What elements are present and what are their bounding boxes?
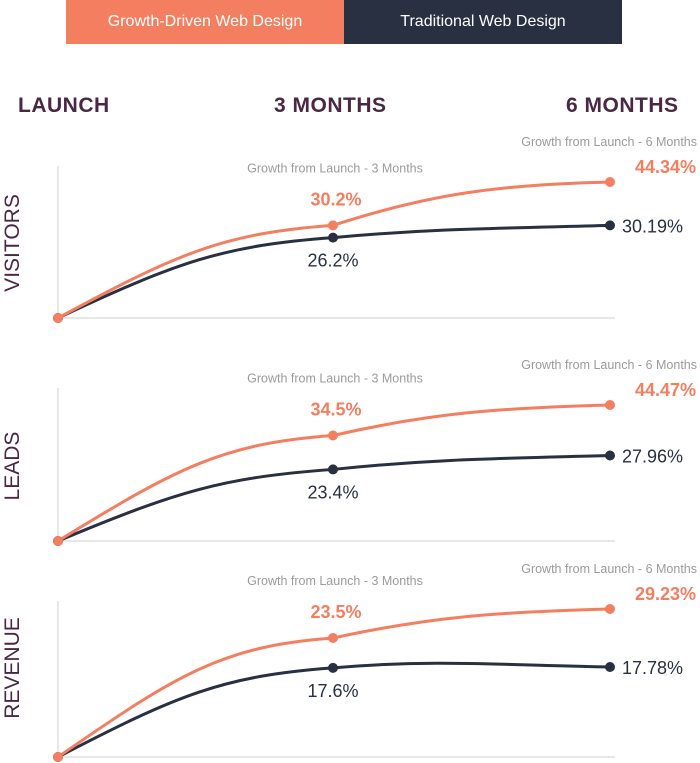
- period-label-6-months: 6 MONTHS: [566, 94, 679, 117]
- traditional-series-line: [56, 661, 612, 759]
- annotation-3-months: Growth from Launch - 3 Months: [247, 574, 423, 588]
- growth-driven-label-3-months: 34.5%: [310, 399, 361, 419]
- growth-driven-point: [328, 430, 338, 441]
- traditional-point: [605, 220, 615, 231]
- traditional-point: [605, 450, 615, 461]
- traditional-label-6-months: 30.19%: [622, 216, 683, 236]
- row-label-visitors: VISITORS: [1, 194, 24, 292]
- traditional-label-3-months: 23.4%: [307, 482, 358, 502]
- growth-driven-point: [328, 633, 338, 644]
- annotation-6-months: Growth from Launch - 6 Months: [521, 135, 697, 149]
- traditional-label-6-months: 17.78%: [622, 658, 683, 678]
- row-label-leads: LEADS: [1, 432, 24, 501]
- row-label-revenue: REVENUE: [1, 617, 24, 719]
- growth-driven-point: [605, 177, 615, 187]
- traditional-point: [328, 464, 338, 475]
- legend-growth-driven: Growth-Driven Web Design: [66, 0, 344, 44]
- traditional-point: [328, 232, 338, 243]
- period-label-3-months: 3 MONTHS: [274, 94, 387, 117]
- annotation-3-months: Growth from Launch - 3 Months: [247, 161, 423, 175]
- period-label-launch: LAUNCH: [18, 94, 110, 117]
- annotation-6-months: Growth from Launch - 6 Months: [521, 358, 697, 372]
- growth-driven-label-3-months: 30.2%: [310, 189, 361, 209]
- chart-legend: Growth-Driven Web Design Traditional Web…: [66, 0, 622, 44]
- growth-driven-point: [53, 313, 63, 323]
- traditional-point: [605, 661, 615, 672]
- growth-driven-label-6-months: 44.34%: [635, 157, 696, 177]
- traditional-point: [328, 662, 338, 673]
- traditional-label-3-months: 17.6%: [307, 681, 358, 701]
- traditional-label-3-months: 26.2%: [307, 251, 358, 271]
- growth-driven-point: [53, 752, 63, 762]
- growth-driven-label-6-months: 44.47%: [635, 380, 696, 400]
- annotation-3-months: Growth from Launch - 3 Months: [247, 371, 423, 385]
- traditional-label-6-months: 27.96%: [622, 446, 683, 466]
- growth-driven-label-6-months: 29.23%: [635, 584, 696, 604]
- growth-driven-point: [605, 400, 615, 410]
- growth-driven-point: [53, 536, 63, 546]
- legend-traditional: Traditional Web Design: [344, 0, 622, 44]
- annotation-6-months: Growth from Launch - 6 Months: [521, 562, 697, 576]
- growth-driven-point: [328, 220, 338, 231]
- growth-driven-label-3-months: 23.5%: [310, 602, 361, 622]
- growth-driven-point: [605, 604, 615, 614]
